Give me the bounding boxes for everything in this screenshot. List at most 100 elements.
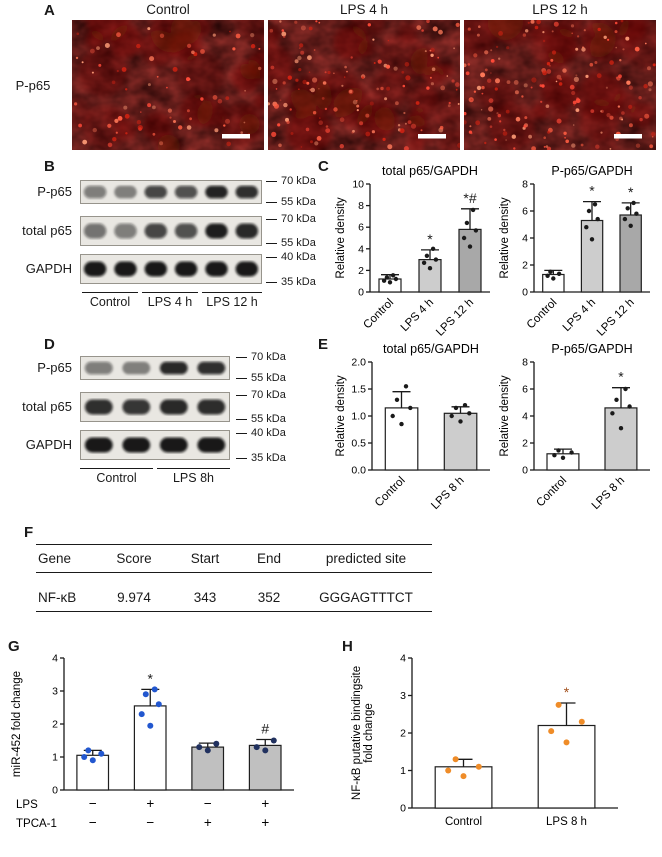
chart-nfkb-binding-site: NF-κB putative bindingsite fold change 0 1 2… — [350, 646, 652, 844]
data-point — [458, 419, 463, 424]
y-axis-label: Relative density — [499, 197, 511, 278]
data-point — [569, 450, 574, 455]
data-point — [464, 220, 470, 226]
x-tick-label: LPS 8 h — [546, 816, 587, 828]
data-point — [589, 237, 595, 242]
data-point — [155, 701, 162, 708]
protein-band — [83, 223, 107, 239]
protein-band — [235, 223, 258, 239]
kda-marker: 70 kDa — [236, 351, 286, 363]
panel-a-label: A — [44, 2, 55, 19]
fluorescent-speckles — [268, 20, 460, 150]
kda-marker: 55 kDa — [266, 196, 316, 208]
panel-g-label: G — [8, 638, 20, 655]
fluorescence-image — [72, 20, 264, 150]
bar — [418, 258, 442, 293]
scale-bar — [222, 134, 250, 139]
lane-group-lps-8h: LPS 8h — [157, 468, 230, 485]
data-point — [618, 426, 624, 431]
data-point — [628, 223, 633, 228]
data-point — [475, 763, 482, 770]
blot-row-label-p-p65: P-p65 — [37, 360, 72, 375]
significance-marker: * — [564, 684, 570, 700]
y-tick-label: 2 — [400, 728, 406, 740]
significance-marker: * — [148, 670, 154, 686]
chart-p-p65-8h: P-p65/GAPDH Relative density 0 2 4 6 8 Control *… — [498, 340, 658, 516]
fluorescence-image — [464, 20, 656, 150]
y-tick-label: 6 — [522, 384, 528, 396]
panel-c-label: C — [318, 158, 329, 175]
data-point — [445, 767, 452, 774]
protein-band — [84, 437, 113, 453]
data-point — [270, 737, 277, 744]
protein-band — [174, 223, 198, 239]
data-point — [204, 747, 211, 754]
protein-band — [122, 361, 151, 375]
fluorescence-image — [268, 20, 460, 150]
kda-label: 55 kDa — [281, 237, 316, 249]
y-tick-label: 6 — [522, 206, 528, 218]
bar — [384, 407, 419, 471]
kda-label: 55 kDa — [281, 196, 316, 208]
y-tick-label: 4 — [522, 233, 528, 245]
y-tick-label: 3 — [52, 686, 58, 698]
data-point — [555, 701, 562, 708]
kda-label: 70 kDa — [251, 389, 286, 401]
y-tick-label: 4 — [358, 243, 364, 255]
protein-band — [197, 399, 226, 415]
data-point — [584, 225, 589, 230]
kda-marker: 55 kDa — [236, 372, 286, 384]
data-point — [627, 404, 632, 409]
data-point — [393, 276, 399, 282]
protein-band — [144, 223, 167, 239]
protein-band — [83, 261, 107, 277]
tissue-texture — [464, 20, 656, 150]
panel-d-label: D — [44, 336, 55, 353]
panel-e-label: E — [318, 336, 329, 353]
binding-site-table: Gene Score Start End predicted site NF-κ… — [36, 544, 432, 612]
protein-band — [159, 361, 188, 375]
row-label-p-p65: P-p65 — [15, 78, 51, 93]
cell-start: 343 — [193, 590, 217, 605]
data-point — [586, 208, 592, 214]
blot-row-label-gapdh: GAPDH — [25, 437, 72, 452]
data-point — [85, 747, 92, 754]
scale-bar — [418, 134, 446, 139]
y-tick-label: 2 — [52, 719, 58, 731]
kda-label: 35 kDa — [251, 452, 286, 464]
kda-marker: 40 kDa — [236, 427, 286, 439]
data-point — [592, 202, 598, 207]
y-tick-label: 0.5 — [351, 438, 366, 450]
condition-sign: + — [146, 796, 154, 811]
data-point — [449, 413, 454, 419]
bar-chart: miR-452 fold change 0 1 2 3 4 * # LPS − + − + TPCA-1 −… — [11, 653, 294, 830]
y-tick-label: 0 — [52, 785, 58, 797]
condition-sign: + — [261, 796, 269, 811]
kda-label: 55 kDa — [251, 413, 286, 425]
data-point — [631, 200, 636, 206]
blot-d-gapdh — [80, 430, 230, 460]
data-point — [138, 711, 145, 718]
data-point — [623, 386, 628, 392]
col-header-gene: Gene — [38, 551, 72, 566]
protein-band — [174, 261, 198, 277]
data-point — [551, 276, 556, 281]
protein-band — [205, 261, 228, 277]
tissue-texture — [72, 20, 264, 150]
cell-end: 352 — [257, 590, 281, 605]
chart-p-p65-timecourse: P-p65/GAPDH Relative density 0 2 4 6 8 Control *… — [498, 162, 658, 338]
data-point — [390, 413, 395, 419]
data-point — [563, 739, 570, 746]
data-point — [610, 411, 615, 416]
protein-band — [197, 361, 226, 375]
chart-title: total p65/GAPDH — [383, 342, 479, 356]
protein-band — [235, 185, 258, 199]
significance-marker: * — [427, 231, 433, 247]
col-header-end: End — [256, 551, 282, 566]
y-axis-label: Relative density — [335, 375, 347, 456]
table-row: NF-κB 9.974 343 352 GGGAGTTTCT — [36, 584, 432, 612]
data-point — [81, 754, 88, 760]
